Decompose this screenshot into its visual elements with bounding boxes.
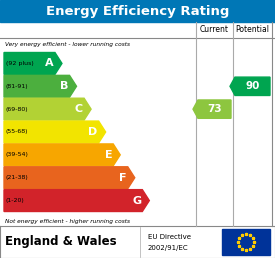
Bar — [0, 0, 275, 22]
Polygon shape — [4, 75, 76, 97]
Text: EU Directive: EU Directive — [148, 233, 191, 240]
Text: Potential: Potential — [235, 26, 270, 35]
Bar — [222, 229, 270, 255]
Bar — [0, 22, 275, 226]
Text: England & Wales: England & Wales — [5, 236, 117, 248]
Text: (1-20): (1-20) — [6, 198, 25, 203]
Text: 73: 73 — [207, 104, 222, 114]
Text: F: F — [119, 173, 127, 183]
Text: Not energy efficient - higher running costs: Not energy efficient - higher running co… — [5, 219, 130, 224]
Text: A: A — [45, 58, 54, 68]
Text: Energy Efficiency Rating: Energy Efficiency Rating — [46, 4, 229, 18]
Text: (55-68): (55-68) — [6, 130, 29, 134]
Polygon shape — [193, 100, 231, 118]
Bar — [0, 226, 275, 258]
Text: (92 plus): (92 plus) — [6, 61, 34, 66]
Polygon shape — [4, 167, 135, 189]
Polygon shape — [4, 144, 120, 166]
Text: (39-54): (39-54) — [6, 152, 29, 157]
Text: (21-38): (21-38) — [6, 175, 29, 180]
Text: C: C — [75, 104, 83, 114]
Text: B: B — [60, 81, 68, 91]
Text: (81-91): (81-91) — [6, 84, 29, 89]
Polygon shape — [4, 121, 106, 143]
Text: Very energy efficient - lower running costs: Very energy efficient - lower running co… — [5, 42, 130, 47]
Text: E: E — [104, 150, 112, 160]
Polygon shape — [4, 52, 62, 74]
Text: G: G — [132, 196, 141, 206]
Text: 90: 90 — [245, 81, 260, 91]
Text: (69-80): (69-80) — [6, 107, 29, 112]
Text: D: D — [88, 127, 98, 137]
Polygon shape — [4, 98, 91, 120]
Text: Current: Current — [200, 26, 229, 35]
Text: 2002/91/EC: 2002/91/EC — [148, 245, 189, 251]
Polygon shape — [4, 190, 149, 212]
Polygon shape — [230, 77, 270, 95]
